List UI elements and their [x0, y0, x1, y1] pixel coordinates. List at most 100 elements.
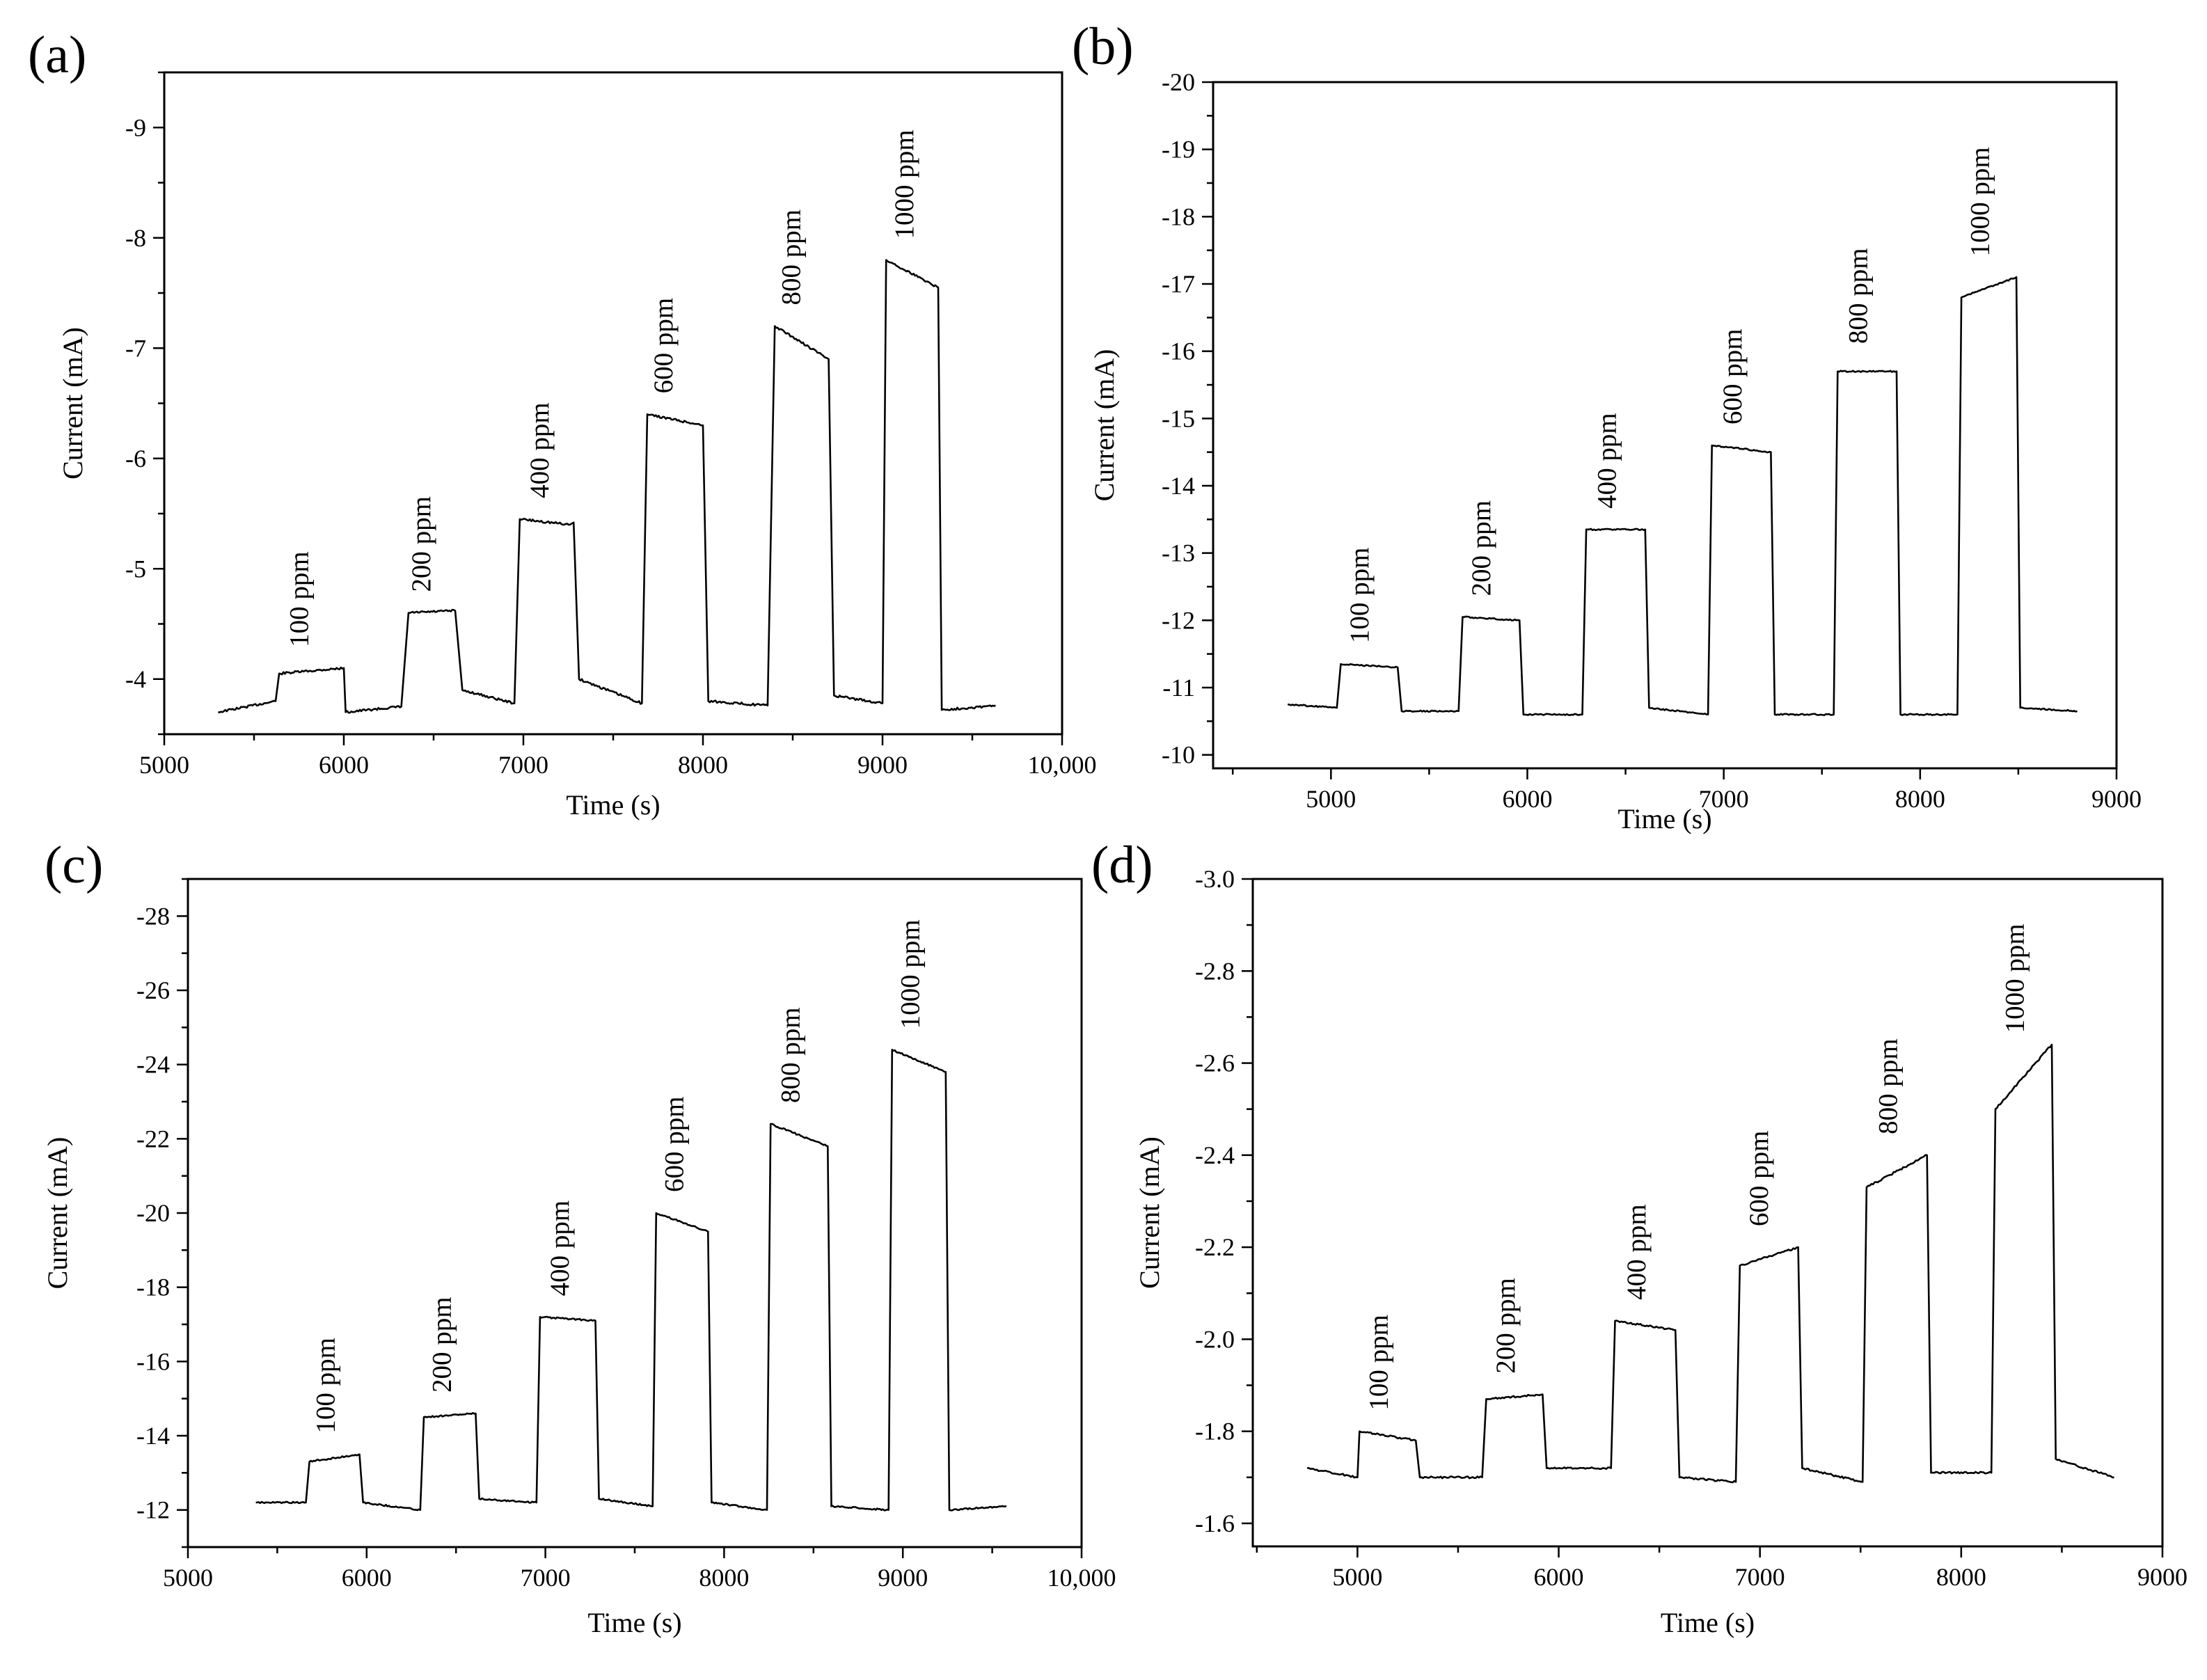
y-tick-label: -18 — [1162, 203, 1195, 230]
concentration-annotation: 100 ppm — [1364, 1315, 1394, 1411]
x-tick-label: 8000 — [1936, 1563, 1986, 1591]
y-tick-label: -3.0 — [1195, 865, 1235, 893]
y-tick-label: -2.6 — [1195, 1049, 1235, 1077]
concentration-annotation: 200 ppm — [427, 1297, 457, 1393]
concentration-annotation: 100 ppm — [284, 551, 314, 647]
y-tick-label: -18 — [136, 1274, 170, 1301]
panel-label: (b) — [1072, 17, 1134, 76]
x-axis-title: Time (s) — [1661, 1607, 1755, 1638]
x-tick-label: 9000 — [857, 751, 908, 779]
x-tick-label: 8000 — [699, 1564, 749, 1592]
y-tick-label: -16 — [136, 1347, 170, 1375]
panel-a: (a) 5000 6000 7000 8000 9000 10,000 -4 -5 -6 -7 -8 -… — [28, 26, 1097, 821]
y-tick-label: -20 — [1162, 68, 1195, 96]
y-tick-label: -4 — [125, 665, 146, 693]
current-trace — [255, 1049, 1007, 1512]
y-tick-label: -5 — [125, 555, 146, 583]
x-tick-label: 10,000 — [1047, 1564, 1116, 1592]
y-tick-label: -14 — [136, 1422, 170, 1450]
y-axis-title: Current (mA) — [42, 1137, 73, 1290]
panel-c: (c) 5000 6000 7000 8000 9000 10,000 -12 -14 -16 -1… — [42, 836, 1116, 1638]
y-axis-title: Current (mA) — [57, 327, 88, 480]
y-tick-label: -14 — [1162, 472, 1195, 500]
x-tick-label: 6000 — [1502, 785, 1552, 813]
panel-label: (a) — [28, 26, 86, 84]
y-tick-label: -7 — [125, 334, 146, 362]
concentration-annotation: 800 ppm — [1873, 1038, 1903, 1134]
concentration-annotation: 100 ppm — [311, 1338, 341, 1434]
concentration-annotation: 800 ppm — [1844, 248, 1874, 344]
y-tick-label: -2.4 — [1195, 1141, 1235, 1169]
concentration-annotation: 400 ppm — [545, 1200, 575, 1297]
concentration-annotation: 1000 ppm — [1965, 147, 1995, 256]
concentration-annotation: 600 ppm — [1744, 1131, 1774, 1227]
x-axis-title: Time (s) — [566, 789, 660, 821]
x-tick-label: 7000 — [1699, 785, 1749, 813]
concentration-annotation: 200 ppm — [1491, 1278, 1521, 1374]
y-tick-label: -2.2 — [1195, 1233, 1235, 1261]
concentration-annotation: 400 ppm — [1592, 413, 1622, 509]
y-tick-label: -16 — [1162, 338, 1195, 365]
y-axis-title: Current (mA) — [1089, 349, 1120, 502]
concentration-annotation: 800 ppm — [776, 209, 806, 306]
panel-d: (d) 5000 6000 7000 8000 9000 -1.6 -1.8 -2.0 -2.2 -… — [1091, 836, 2188, 1638]
x-tick-label: 7000 — [498, 751, 548, 779]
y-tick-label: -28 — [136, 902, 170, 930]
y-tick-label: -1.6 — [1195, 1509, 1235, 1537]
concentration-annotation: 400 ppm — [525, 402, 555, 498]
x-axis-title: Time (s) — [1617, 803, 1711, 834]
concentration-annotation: 600 ppm — [659, 1096, 689, 1192]
y-tick-label: -19 — [1162, 136, 1195, 164]
concentration-annotation: 400 ppm — [1622, 1204, 1652, 1300]
x-tick-label: 7000 — [521, 1564, 571, 1592]
y-tick-label: -13 — [1162, 539, 1195, 567]
y-tick-label: -20 — [136, 1199, 170, 1227]
x-tick-label: 5000 — [163, 1564, 213, 1592]
x-tick-label: 8000 — [678, 751, 728, 779]
x-tick-label: 7000 — [1735, 1563, 1785, 1591]
concentration-annotation: 200 ppm — [406, 496, 436, 592]
y-tick-label: -24 — [136, 1051, 170, 1079]
concentration-annotation: 200 ppm — [1466, 500, 1496, 596]
y-tick-label: -10 — [1162, 741, 1195, 769]
concentration-annotation: 600 ppm — [1718, 328, 1748, 425]
x-tick-label: 9000 — [2137, 1563, 2188, 1591]
concentration-annotation: 1000 ppm — [889, 129, 919, 239]
current-trace — [1288, 276, 2078, 716]
y-tick-label: -17 — [1162, 270, 1195, 298]
current-trace — [218, 259, 996, 714]
x-tick-label: 9000 — [2091, 785, 2142, 813]
y-tick-label: -11 — [1162, 674, 1195, 702]
x-tick-label: 6000 — [342, 1564, 392, 1592]
panel-b: (b) 5000 6000 7000 8000 9000 -10 -11 -12 -13 -14 -1… — [1072, 17, 2142, 834]
x-tick-label: 5000 — [1306, 785, 1356, 813]
y-axis-title: Current (mA) — [1134, 1136, 1165, 1289]
plot-frame — [1251, 878, 2164, 1548]
y-tick-label: -1.8 — [1195, 1418, 1235, 1445]
concentration-annotation: 1000 ppm — [2000, 924, 2030, 1033]
panel-label: (d) — [1091, 836, 1153, 894]
y-tick-label: -22 — [136, 1125, 170, 1152]
x-axis-title: Time (s) — [587, 1607, 681, 1638]
concentration-annotation: 600 ppm — [649, 298, 679, 394]
y-tick-label: -2.8 — [1195, 957, 1235, 985]
x-tick-label: 8000 — [1895, 785, 1945, 813]
y-tick-label: -12 — [1162, 606, 1195, 634]
y-tick-label: -12 — [136, 1496, 170, 1524]
current-trace — [1306, 1043, 2114, 1484]
plot-frame — [1212, 81, 2118, 770]
concentration-annotation: 1000 ppm — [895, 919, 925, 1029]
x-tick-label: 9000 — [878, 1564, 928, 1592]
y-tick-label: -8 — [125, 224, 146, 252]
y-tick-label: -6 — [125, 445, 146, 473]
concentration-annotation: 800 ppm — [775, 1007, 805, 1103]
y-tick-label: -2.0 — [1195, 1325, 1235, 1353]
concentration-annotation: 100 ppm — [1345, 548, 1375, 644]
y-tick-label: -9 — [125, 113, 146, 141]
x-tick-label: 5000 — [139, 751, 189, 779]
x-tick-label: 6000 — [1534, 1563, 1584, 1591]
y-tick-label: -26 — [136, 976, 170, 1004]
y-tick-label: -15 — [1162, 404, 1195, 432]
x-tick-label: 10,000 — [1028, 751, 1097, 779]
